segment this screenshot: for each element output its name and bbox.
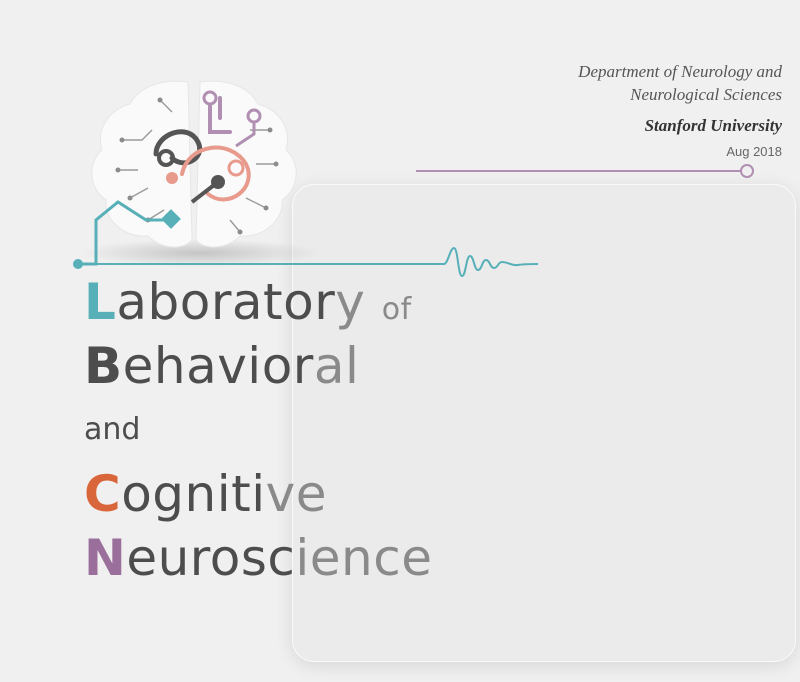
title-word-of: of: [381, 292, 412, 327]
title-line-behavioral: Behavioral: [84, 337, 360, 395]
title-line-cognitive: Cognitive: [84, 465, 327, 523]
department-line-2: Neurological Sciences: [630, 85, 782, 104]
header: Department of Neurology and Neurological…: [578, 60, 782, 159]
divider-end-node: [740, 164, 754, 178]
brain-circuit-icon: [73, 80, 539, 278]
university-name: Stanford University: [644, 116, 782, 135]
title-line-neuroscience: Neuroscience: [84, 529, 433, 587]
department-line-1: Department of Neurology and: [578, 62, 782, 81]
title-line-laboratory: Laboratory of: [84, 273, 412, 331]
date-label: Aug 2018: [726, 144, 782, 159]
initial-l: L: [84, 273, 117, 331]
header-divider: [416, 170, 741, 172]
initial-c: C: [84, 465, 122, 523]
lab-title: Laboratory of Behavioral and Cognitive N…: [84, 270, 433, 590]
title-line-and: and: [84, 412, 141, 447]
initial-b: B: [84, 337, 123, 395]
initial-n: N: [84, 529, 127, 587]
